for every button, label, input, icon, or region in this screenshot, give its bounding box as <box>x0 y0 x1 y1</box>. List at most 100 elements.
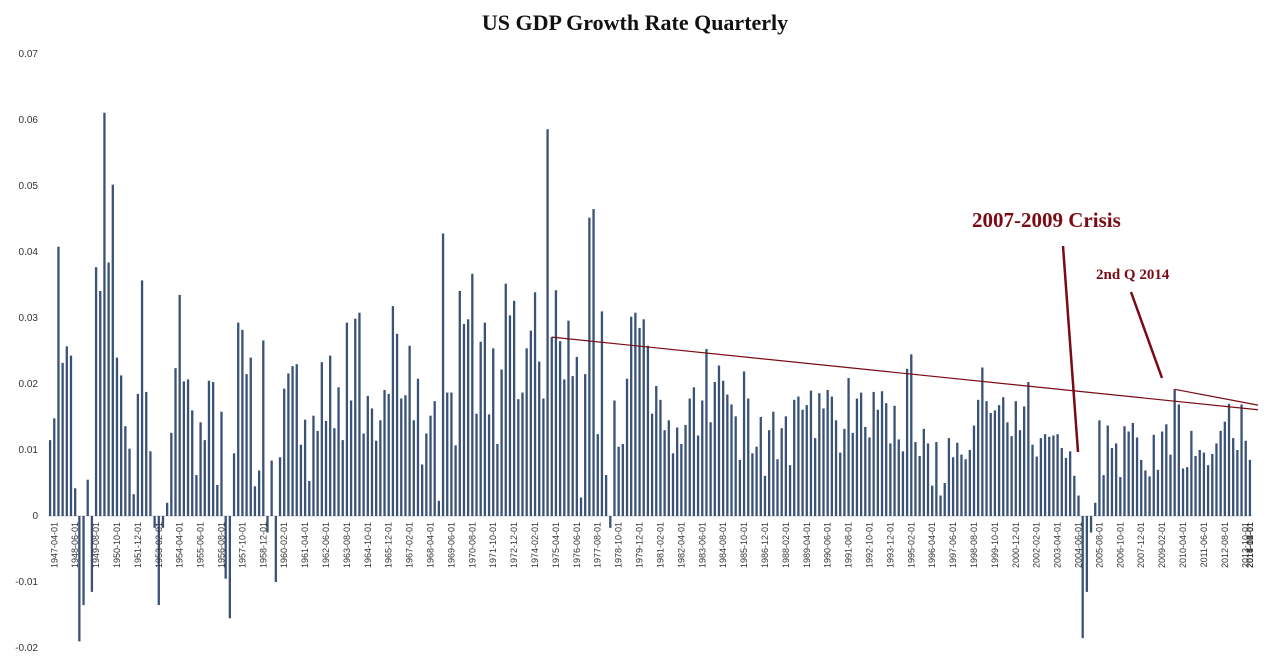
bar <box>872 391 875 516</box>
bar <box>333 428 336 516</box>
bar <box>1027 382 1030 516</box>
bar <box>479 341 482 516</box>
bar <box>1169 454 1172 516</box>
bar <box>734 416 737 516</box>
x-tick-label: 1950-10-01 <box>112 522 122 568</box>
bar <box>274 516 277 582</box>
bar <box>1006 422 1009 516</box>
bar <box>951 457 955 516</box>
bar <box>918 455 921 516</box>
bar <box>993 410 997 516</box>
annotations: 2007-2009 Crisis 2nd Q 2014 <box>551 208 1259 453</box>
bar <box>224 516 227 579</box>
bar <box>1215 443 1218 516</box>
bar <box>722 380 725 516</box>
bar <box>550 337 553 516</box>
bar <box>1052 435 1055 516</box>
y-tick-label: 0.04 <box>19 247 39 258</box>
bar <box>650 413 654 516</box>
bar <box>1081 516 1084 639</box>
bar <box>889 443 892 516</box>
bar <box>1135 437 1139 516</box>
bar <box>813 438 817 516</box>
bar <box>69 355 73 516</box>
bar <box>964 459 967 516</box>
bar <box>86 479 89 516</box>
bar <box>609 516 612 528</box>
x-tick-label: 1960-02-01 <box>279 522 289 568</box>
bar <box>843 428 846 516</box>
bar <box>195 475 198 516</box>
bar <box>128 448 131 516</box>
bar <box>241 329 244 516</box>
chart-title: US GDP Growth Rate Quarterly <box>481 10 789 35</box>
bar <box>776 459 779 516</box>
bar <box>140 280 144 516</box>
bar <box>885 403 888 516</box>
bar <box>362 433 365 516</box>
bar <box>400 398 403 516</box>
bar <box>316 430 319 516</box>
bar <box>588 217 591 516</box>
bar <box>855 398 859 516</box>
x-tick-label: 1965-12-01 <box>384 522 394 568</box>
bar <box>642 319 645 516</box>
bar-series <box>48 112 1252 642</box>
x-tick-label: 1999-10-01 <box>990 522 1000 568</box>
bar <box>1023 406 1026 516</box>
x-tick-label: 2016-02-01 <box>1245 522 1255 568</box>
x-tick-label: 1992-10-01 <box>864 522 874 568</box>
bar <box>922 428 925 516</box>
bar <box>1177 404 1180 516</box>
x-tick-label: 1991-08-01 <box>844 522 854 568</box>
bar <box>416 378 420 516</box>
bar <box>847 378 850 516</box>
bar <box>868 437 871 516</box>
x-tick-label: 1974-02-01 <box>530 522 540 568</box>
bar <box>1114 443 1118 516</box>
bar <box>182 381 186 516</box>
bar <box>1211 453 1214 516</box>
bar <box>901 451 905 516</box>
bar <box>487 414 491 516</box>
bar <box>1165 424 1168 516</box>
bar <box>742 371 746 516</box>
bar <box>387 393 390 516</box>
bar <box>508 315 512 516</box>
bar <box>111 184 114 516</box>
bar <box>726 394 729 516</box>
bar <box>830 396 833 516</box>
x-tick-label: 1955-06-01 <box>196 522 206 568</box>
bar <box>199 422 202 516</box>
bar <box>1186 467 1189 516</box>
bar <box>145 391 148 516</box>
bar <box>450 392 453 516</box>
bar <box>613 400 616 516</box>
bar <box>558 341 562 516</box>
bar <box>1018 430 1022 516</box>
bar <box>61 362 64 516</box>
bar <box>1069 451 1072 516</box>
bar <box>525 348 528 516</box>
bar <box>1043 434 1047 516</box>
bar <box>1227 403 1231 516</box>
bar <box>717 365 721 516</box>
bar <box>713 382 716 516</box>
bar <box>379 420 382 516</box>
bar <box>893 405 896 516</box>
bar <box>337 387 340 516</box>
bar <box>358 312 361 516</box>
bar <box>504 283 507 516</box>
x-tick-label: 1968-04-01 <box>426 522 436 568</box>
bar <box>329 355 332 516</box>
bar <box>567 320 570 516</box>
bar <box>375 440 378 516</box>
bar <box>1248 459 1252 516</box>
bar <box>763 475 767 516</box>
bar <box>57 246 60 516</box>
x-tick-label: 2000-12-01 <box>1011 522 1021 568</box>
bar <box>471 273 474 516</box>
bar <box>542 398 545 516</box>
bar <box>751 453 754 516</box>
